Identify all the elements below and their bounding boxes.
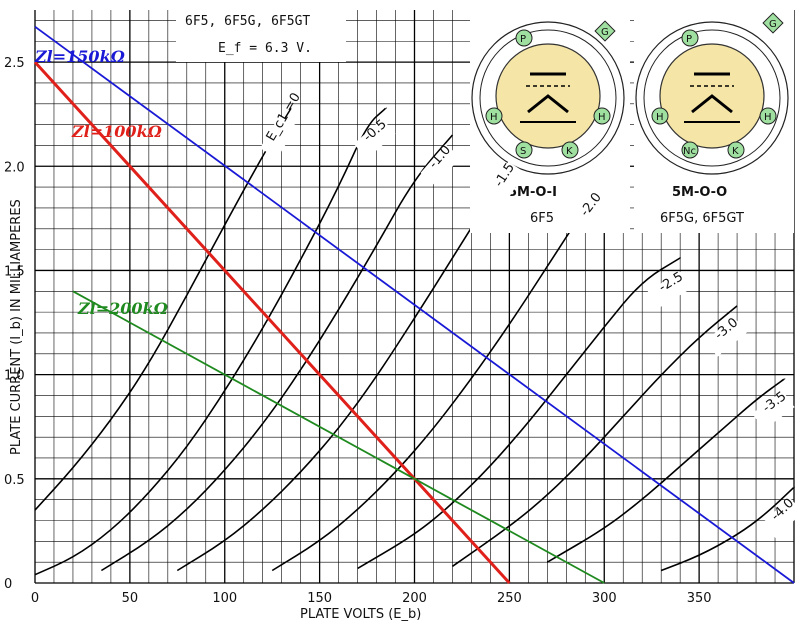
svg-text:Nc: Nc (683, 146, 696, 157)
y-tick-label: 1.0 (4, 369, 25, 384)
y-axis-label: PLATE CURRENT (I_b) IN MILLIAMPERES (9, 199, 24, 455)
pin-s (515, 141, 533, 159)
x-axis-label: PLATE VOLTS (E_b) (300, 607, 421, 622)
svg-text:K: K (732, 146, 739, 157)
svg-text:H: H (598, 112, 606, 123)
base-diagram-5m-o-o: P G H H Nc K 5M-O-O 6F5G, 6F5GT (634, 8, 794, 233)
pin-nc (681, 141, 699, 159)
curve-label-bg (704, 317, 747, 357)
pin-h-right (759, 107, 777, 125)
curve-label-bg (761, 497, 800, 539)
pin-h-left (485, 107, 503, 125)
y-tick-label: 1.5 (4, 264, 25, 279)
curve-label-bg (487, 161, 526, 205)
pin-k (561, 141, 579, 159)
load-lines (33, 25, 795, 585)
load-line-label: Zl=200kΩ (77, 299, 169, 318)
x-tick-label: 100 (212, 591, 237, 606)
bias-curve (660, 486, 795, 572)
x-tick-label: 300 (592, 591, 617, 606)
chart-title: 6F5, 6F5G, 6F5GT (185, 14, 310, 29)
svg-text:H: H (490, 112, 498, 123)
base-code: 5M-O-O (672, 185, 727, 200)
load-line (72, 290, 605, 584)
curve-label-bg (260, 115, 297, 159)
heater-voltage: E_f = 6.3 V. (218, 41, 312, 56)
base-diagram-5m-o-i: P G H H S K 5M-O-I 6F5 (470, 8, 630, 233)
y-tick-label: 2.0 (4, 160, 25, 175)
load-line-label: Zl=150kΩ (34, 47, 126, 66)
x-tick-label: 350 (687, 591, 712, 606)
svg-text:K: K (566, 146, 573, 157)
svg-text:H: H (656, 112, 664, 123)
title-box (176, 6, 346, 62)
y-tick-label: 0.5 (4, 473, 25, 488)
base-code: 5M-O-I (508, 185, 557, 200)
curve-label-bg (647, 271, 691, 309)
pin-p (681, 29, 699, 47)
x-tick-label: 200 (402, 591, 427, 606)
svg-text:G: G (601, 27, 609, 38)
load-line (34, 25, 795, 584)
x-tick-label: 150 (307, 591, 332, 606)
pin-g (594, 20, 616, 42)
y-tick-label: 2.5 (4, 56, 25, 71)
svg-text:G: G (769, 19, 777, 30)
bias-curve (546, 378, 786, 563)
load-line (33, 61, 511, 585)
curve-label-bg (572, 191, 612, 234)
axis-labels: PLATE VOLTS (E_b) PLATE CURRENT (I_b) IN… (9, 199, 421, 622)
svg-text:S: S (520, 146, 526, 157)
pin-h-right (593, 107, 611, 125)
curve-label-bg (420, 144, 461, 186)
bias-curve (34, 107, 387, 576)
x-tick-label: 250 (497, 591, 522, 606)
bias-curve (100, 134, 454, 572)
axis-ticks: 0 50 100 150 200 250 300 350 0 0.5 1.0 1.5 2.0 2.5 (4, 56, 712, 606)
pin-g (762, 12, 784, 34)
y-tick-label: 0 (4, 577, 12, 592)
svg-text:H: H (764, 112, 772, 123)
svg-text:P: P (520, 34, 526, 45)
curve-label-bg (353, 118, 396, 159)
load-line-label: Zl=100kΩ (71, 122, 163, 141)
svg-text:P: P (686, 34, 692, 45)
x-tick-label: 50 (122, 591, 139, 606)
load-line-labels: Zl=150kΩ Zl=100kΩ Zl=200kΩ (34, 47, 169, 318)
pin-h-left (651, 107, 669, 125)
pin-p (515, 29, 533, 47)
bias-curve (452, 305, 738, 567)
bias-curve (357, 257, 681, 570)
x-tick-label: 0 (31, 591, 39, 606)
base-tubes: 6F5G, 6F5GT (660, 211, 744, 226)
curve-label-bg (752, 390, 795, 430)
pin-k (727, 141, 745, 159)
base-tubes: 6F5 (530, 211, 554, 226)
